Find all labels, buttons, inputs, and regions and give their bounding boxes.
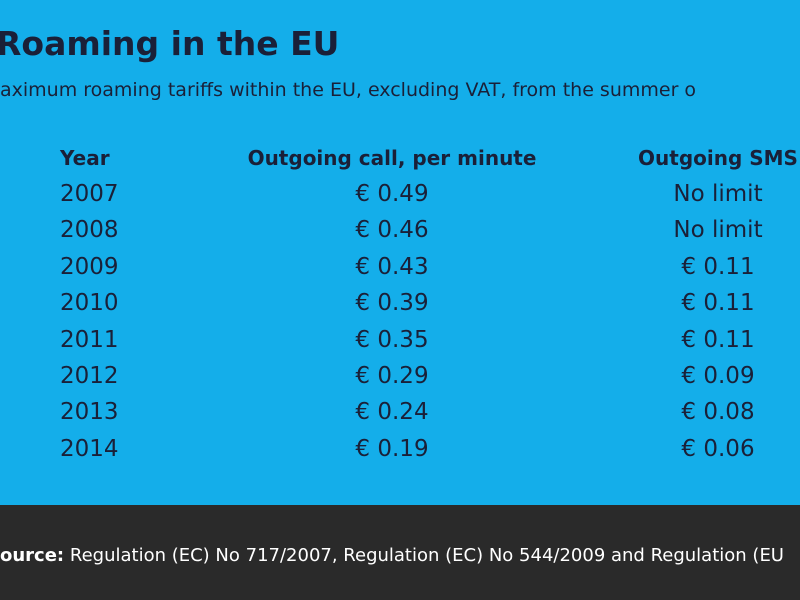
source: ource: Regulation (EC) No 717/2007, Regu… bbox=[0, 545, 784, 566]
footer bbox=[0, 505, 800, 600]
source-label: ource: bbox=[0, 545, 65, 566]
column-header: Year bbox=[60, 146, 110, 170]
subtitle: aximum roaming tariffs within the EU, ex… bbox=[0, 79, 697, 101]
table-cell: € 0.35 bbox=[355, 326, 429, 353]
table-cell: € 0.06 bbox=[681, 435, 755, 462]
table-cell: 2013 bbox=[60, 399, 119, 426]
table-cell: No limit bbox=[673, 217, 763, 244]
table-cell: 2012 bbox=[60, 363, 119, 389]
table-cell: 2009 bbox=[60, 253, 119, 280]
table-cell: € 0.11 bbox=[681, 290, 755, 317]
table-cell: € 0.08 bbox=[681, 399, 755, 426]
table-cell: € 0.49 bbox=[355, 181, 429, 207]
title: Roaming in the EU bbox=[0, 24, 340, 63]
table-cell: 2008 bbox=[60, 217, 119, 244]
table-cell: € 0.46 bbox=[355, 217, 429, 244]
table-cell: € 0.11 bbox=[681, 253, 755, 280]
table-cell: No limit bbox=[673, 181, 763, 207]
table-cell: € 0.43 bbox=[355, 253, 429, 280]
panel: Roaming in the EU aximum roaming tariffs… bbox=[0, 0, 800, 505]
table-cell: 2014 bbox=[60, 435, 119, 462]
table-cell: € 0.19 bbox=[355, 435, 429, 462]
table-cell: € 0.39 bbox=[355, 290, 429, 317]
column-header: Outgoing call, per minute bbox=[247, 146, 537, 170]
table-cell: € 0.11 bbox=[681, 326, 755, 353]
table-cell: € 0.09 bbox=[681, 363, 755, 389]
table-cell: € 0.24 bbox=[355, 399, 429, 426]
table-cell: 2010 bbox=[60, 290, 119, 317]
source-text: Regulation (EC) No 717/2007, Regulation … bbox=[69, 545, 784, 566]
column-header: Outgoing SMS bbox=[638, 146, 798, 170]
table-cell: 2011 bbox=[60, 326, 119, 353]
table-cell: € 0.29 bbox=[355, 363, 429, 389]
table-cell: 2007 bbox=[60, 181, 119, 207]
